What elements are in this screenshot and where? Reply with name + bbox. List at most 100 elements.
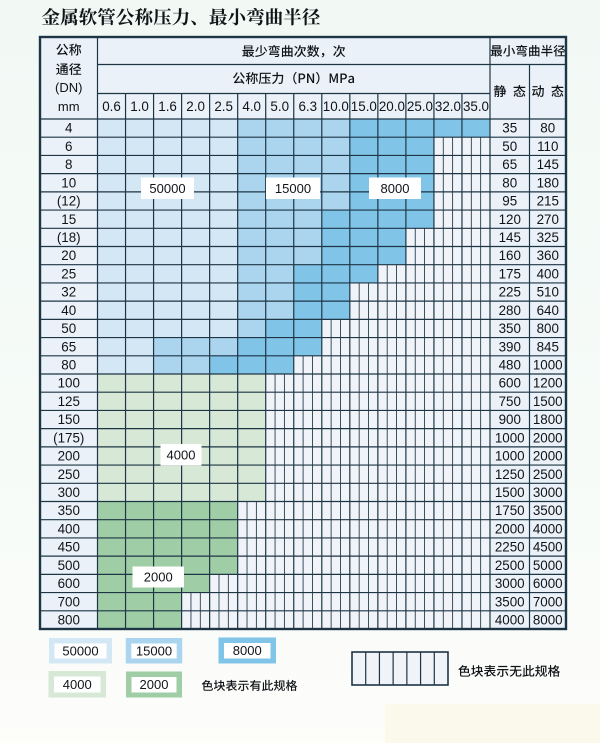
svg-text:750: 750 <box>499 394 521 409</box>
svg-text:15: 15 <box>61 212 76 227</box>
svg-text:8000: 8000 <box>233 643 262 658</box>
svg-text:100: 100 <box>58 376 80 391</box>
svg-text:800: 800 <box>537 321 559 336</box>
svg-text:160: 160 <box>499 248 521 263</box>
svg-text:50: 50 <box>502 139 517 154</box>
svg-text:1000: 1000 <box>533 357 563 372</box>
svg-text:280: 280 <box>499 303 521 318</box>
svg-text:40: 40 <box>61 303 76 318</box>
svg-text:300: 300 <box>58 485 80 500</box>
svg-text:65: 65 <box>61 339 76 354</box>
svg-text:20.0: 20.0 <box>379 99 405 114</box>
svg-text:900: 900 <box>499 412 521 427</box>
svg-text:110: 110 <box>537 139 558 154</box>
svg-text:350: 350 <box>499 321 521 336</box>
svg-text:2000: 2000 <box>144 570 173 585</box>
svg-text:1750: 1750 <box>495 503 525 518</box>
svg-text:35.0: 35.0 <box>463 99 489 114</box>
svg-text:4000: 4000 <box>495 612 525 627</box>
svg-text:145: 145 <box>537 157 559 172</box>
svg-text:20: 20 <box>61 248 76 263</box>
svg-text:215: 215 <box>537 194 559 209</box>
svg-text:1500: 1500 <box>533 394 563 409</box>
svg-text:(175): (175) <box>53 430 84 445</box>
svg-text:32: 32 <box>61 285 76 300</box>
svg-text:1250: 1250 <box>495 467 525 482</box>
svg-text:50000: 50000 <box>149 181 185 196</box>
svg-text:25: 25 <box>61 266 76 281</box>
svg-text:2000: 2000 <box>140 677 169 692</box>
svg-text:1500: 1500 <box>495 485 525 500</box>
svg-text:1.6: 1.6 <box>158 99 177 114</box>
svg-text:845: 845 <box>537 339 559 354</box>
svg-text:15000: 15000 <box>275 181 311 196</box>
svg-text:1200: 1200 <box>533 376 563 391</box>
svg-text:400: 400 <box>58 521 80 536</box>
svg-text:2500: 2500 <box>533 467 563 482</box>
svg-text:2.5: 2.5 <box>214 99 233 114</box>
svg-text:10: 10 <box>61 175 76 190</box>
svg-text:4000: 4000 <box>167 447 196 462</box>
svg-text:8000: 8000 <box>381 181 410 196</box>
svg-text:80: 80 <box>540 121 555 136</box>
svg-text:10.0: 10.0 <box>323 99 349 114</box>
svg-text:2500: 2500 <box>495 558 525 573</box>
svg-text:6000: 6000 <box>533 576 563 591</box>
svg-text:1000: 1000 <box>495 430 525 445</box>
svg-text:270: 270 <box>537 212 559 227</box>
svg-text:65: 65 <box>502 157 517 172</box>
svg-text:700: 700 <box>58 594 80 609</box>
svg-text:120: 120 <box>499 212 521 227</box>
svg-text:400: 400 <box>537 266 559 281</box>
svg-text:325: 325 <box>537 230 559 245</box>
svg-text:360: 360 <box>537 248 559 263</box>
svg-text:6.3: 6.3 <box>298 99 317 114</box>
svg-text:50: 50 <box>61 321 76 336</box>
svg-text:480: 480 <box>499 357 521 372</box>
svg-text:1000: 1000 <box>495 449 525 464</box>
svg-text:80: 80 <box>502 175 517 190</box>
svg-text:3000: 3000 <box>533 485 563 500</box>
svg-text:32.0: 32.0 <box>435 99 461 114</box>
svg-text:8: 8 <box>65 157 72 172</box>
svg-text:225: 225 <box>499 285 521 300</box>
svg-text:500: 500 <box>58 558 80 573</box>
svg-text:25.0: 25.0 <box>407 99 433 114</box>
svg-text:3500: 3500 <box>533 503 563 518</box>
svg-text:2000: 2000 <box>533 449 563 464</box>
svg-text:390: 390 <box>499 339 521 354</box>
svg-text:95: 95 <box>502 194 517 209</box>
svg-text:175: 175 <box>499 266 521 281</box>
svg-text:4000: 4000 <box>63 677 92 692</box>
svg-text:(12): (12) <box>57 194 81 209</box>
svg-text:2250: 2250 <box>495 540 525 555</box>
svg-text:145: 145 <box>499 230 521 245</box>
svg-text:180: 180 <box>537 175 559 190</box>
svg-text:6: 6 <box>65 139 72 154</box>
svg-text:510: 510 <box>537 285 559 300</box>
svg-text:(18): (18) <box>57 230 81 245</box>
svg-text:600: 600 <box>58 576 80 591</box>
svg-text:2.0: 2.0 <box>186 99 205 114</box>
svg-text:5.0: 5.0 <box>270 99 289 114</box>
svg-text:800: 800 <box>58 612 80 627</box>
svg-text:4.0: 4.0 <box>242 99 261 114</box>
svg-text:1.0: 1.0 <box>130 99 149 114</box>
svg-text:450: 450 <box>58 540 80 555</box>
svg-text:15000: 15000 <box>136 643 172 658</box>
svg-text:15.0: 15.0 <box>351 99 377 114</box>
svg-text:4: 4 <box>65 121 73 136</box>
svg-text:50000: 50000 <box>62 643 98 658</box>
svg-text:3500: 3500 <box>495 594 525 609</box>
svg-text:7000: 7000 <box>533 594 563 609</box>
svg-text:5000: 5000 <box>533 558 563 573</box>
svg-text:80: 80 <box>61 357 76 372</box>
svg-text:mm: mm <box>58 99 80 114</box>
svg-text:250: 250 <box>58 467 80 482</box>
svg-text:640: 640 <box>537 303 559 318</box>
svg-text:8000: 8000 <box>533 612 563 627</box>
svg-text:1800: 1800 <box>533 412 563 427</box>
svg-text:2000: 2000 <box>533 430 563 445</box>
svg-text:0.6: 0.6 <box>102 99 121 114</box>
svg-text:350: 350 <box>58 503 80 518</box>
